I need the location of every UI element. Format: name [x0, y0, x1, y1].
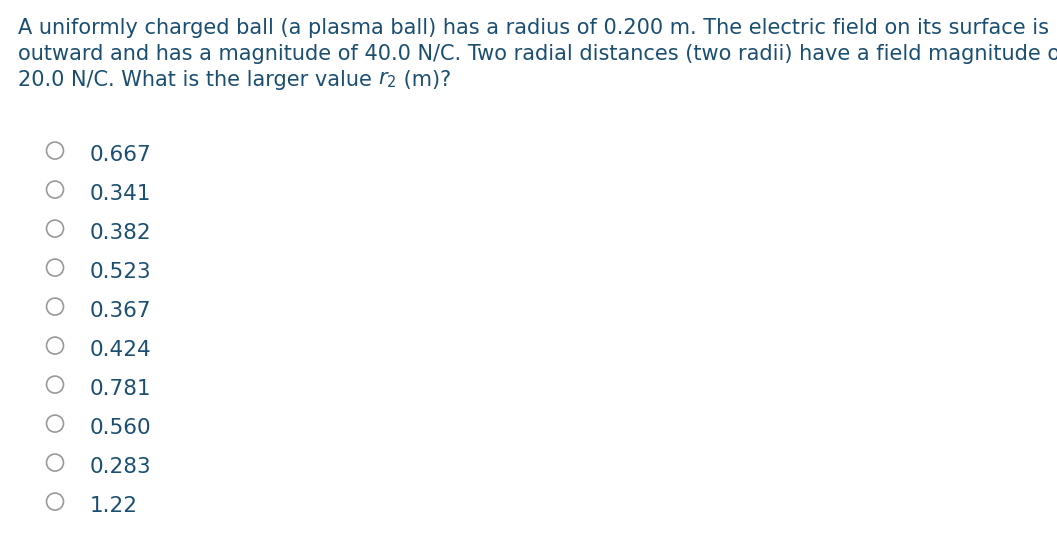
Text: 0.781: 0.781 — [90, 379, 151, 399]
Text: A uniformly charged ball (a plasma ball) has a radius of 0.200 m. The electric f: A uniformly charged ball (a plasma ball)… — [18, 18, 1049, 38]
Text: 0.283: 0.283 — [90, 457, 151, 477]
Text: 1.22: 1.22 — [90, 496, 138, 516]
Text: $r_2$: $r_2$ — [378, 70, 397, 90]
Text: 0.341: 0.341 — [90, 184, 151, 204]
Text: 0.367: 0.367 — [90, 301, 151, 321]
Text: 20.0 N/C. What is the larger value: 20.0 N/C. What is the larger value — [18, 70, 378, 90]
Text: 0.382: 0.382 — [90, 223, 151, 243]
Text: (m)?: (m)? — [397, 70, 451, 90]
Text: 0.424: 0.424 — [90, 340, 152, 360]
Text: 0.667: 0.667 — [90, 145, 152, 165]
Text: 0.523: 0.523 — [90, 262, 151, 282]
Text: outward and has a magnitude of 40.0 N/C. Two radial distances (two radii) have a: outward and has a magnitude of 40.0 N/C.… — [18, 44, 1057, 64]
Text: 0.560: 0.560 — [90, 418, 151, 438]
